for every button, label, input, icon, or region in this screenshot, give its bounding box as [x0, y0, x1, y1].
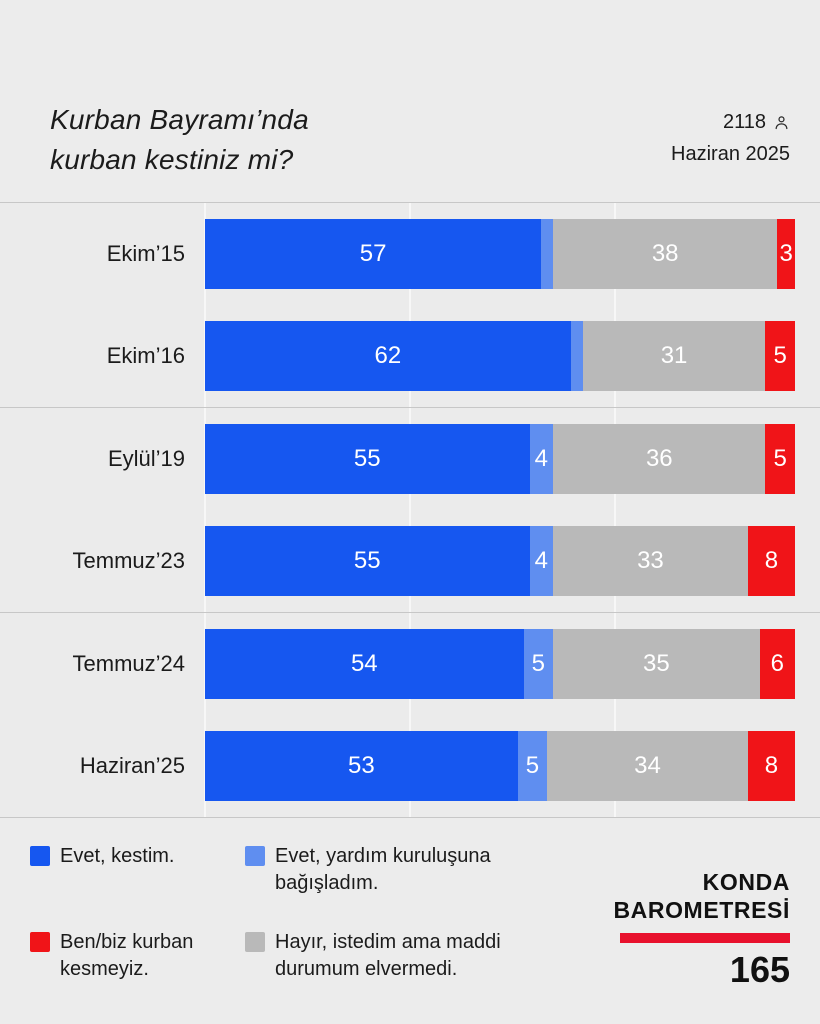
bar-segment: 36	[553, 424, 766, 494]
stacked-bar: 54 5 35 6	[205, 629, 795, 699]
bar-value-label: 4	[534, 445, 548, 472]
bar-segment: 5	[765, 321, 795, 391]
chart-row: Temmuz’24 54 5 35 6	[0, 613, 820, 715]
chart-row: Temmuz’23 55 4 33 8	[0, 510, 820, 612]
bar-value-label: 36	[645, 445, 673, 472]
bar-segment: 4	[529, 424, 554, 494]
stacked-bar: 55 4 33 8	[205, 526, 795, 596]
bar-value-label: 55	[353, 547, 381, 574]
legend-label: Ben/biz kurban kesmeyiz.	[60, 931, 194, 980]
legend-label: Evet, kestim.	[60, 845, 175, 867]
bar-value-label: 54	[350, 650, 378, 677]
vertical-gridline	[204, 203, 206, 817]
bar-value-label: 3	[779, 240, 793, 267]
legend-swatch	[30, 846, 50, 866]
legend: Evet, kestim. Evet, yardım kuruluşuna bağ…	[30, 843, 575, 983]
bar-segment: 6	[759, 629, 795, 699]
stacked-bar: 53 5 34 8	[205, 731, 795, 801]
chart-row: Haziran’25 53 5 34 8	[0, 715, 820, 817]
bar-value-label: 4	[534, 547, 548, 574]
stacked-bar: 55 4 36 5	[205, 424, 795, 494]
chart-row-group: Eylül’19 55 4 36 5 Temmuz’23 55 4 33 8	[0, 407, 820, 612]
legend-swatch	[30, 932, 50, 952]
bar-segment: 5	[523, 629, 554, 699]
stacked-bar-chart: Ekim’15 57 38 3 Ekim’16 62 31 5 Eylül’19 55 4 36 5 Te…	[0, 202, 820, 818]
bar-value-label: 62	[374, 342, 402, 369]
bar-value-label: 6	[770, 650, 784, 677]
bar-segment: 35	[553, 629, 760, 699]
vertical-gridline	[614, 203, 616, 817]
row-label: Ekim’16	[106, 343, 185, 368]
legend-label: Hayır, istedim ama maddi durumum elverme…	[275, 931, 501, 980]
bar-value-label: 5	[531, 650, 546, 677]
bar-segment: 31	[582, 321, 766, 391]
issue-number: 165	[729, 949, 790, 990]
bar-value-label: 57	[359, 240, 387, 267]
row-label: Eylül’19	[107, 446, 185, 471]
bar-segment: 53	[205, 731, 518, 801]
bar-segment: 62	[205, 321, 571, 391]
legend-item: Hayır, istedim ama maddi durumum elverme…	[245, 929, 575, 983]
bar-value-label: 8	[764, 752, 779, 779]
bar-value-label: 31	[660, 342, 688, 369]
legend-item: Evet, yardım kuruluşuna bağışladım.	[245, 843, 575, 897]
person-icon	[775, 115, 788, 129]
row-label: Haziran’25	[79, 753, 185, 778]
bar-value-label: 34	[634, 752, 661, 779]
bar-value-label: 33	[637, 547, 664, 574]
bar-value-label: 5	[525, 752, 540, 779]
legend-item: Ben/biz kurban kesmeyiz.	[30, 929, 245, 983]
legend-label: Evet, yardım kuruluşuna bağışladım.	[275, 845, 491, 894]
bar-value-label: 35	[642, 650, 670, 677]
bar-value-label: 38	[651, 240, 679, 267]
chart-title-line2: kurban kestiniz mi?	[50, 144, 294, 175]
survey-date: Haziran 2025	[671, 143, 790, 165]
bar-segment: 5	[517, 731, 548, 801]
stacked-bar: 57 38 3	[205, 219, 795, 289]
bar-segment: 34	[547, 731, 748, 801]
chart-row: Ekim’15 57 38 3	[0, 203, 820, 305]
legend-swatch	[245, 932, 265, 952]
bar-segment: 3	[777, 219, 795, 289]
bar-segment: 33	[553, 526, 748, 596]
konda-logo: KONDA BAROMETRESİ 165	[613, 868, 790, 990]
bar-segment	[570, 321, 583, 391]
bar-segment: 55	[205, 424, 530, 494]
vertical-gridline	[409, 203, 411, 817]
brand-red-bar	[620, 933, 790, 943]
row-label: Temmuz’23	[72, 548, 185, 573]
bar-value-label: 5	[773, 342, 787, 369]
chart-row-group: Ekim’15 57 38 3 Ekim’16 62 31 5	[0, 203, 820, 407]
legend-swatch	[245, 846, 265, 866]
bar-segment: 4	[529, 526, 554, 596]
row-label: Temmuz’24	[72, 651, 185, 676]
bar-segment: 57	[205, 219, 542, 289]
brand-subname: BAROMETRESİ	[613, 897, 790, 923]
bar-value-label: 8	[764, 547, 779, 574]
brand-name: KONDA	[702, 869, 790, 895]
chart-row-group: Temmuz’24 54 5 35 6 Haziran’25 53 5 34 8	[0, 612, 820, 817]
bar-segment: 38	[553, 219, 778, 289]
chart-row: Eylül’19 55 4 36 5	[0, 408, 820, 510]
legend-item: Evet, kestim.	[30, 843, 245, 897]
row-label: Ekim’15	[106, 241, 185, 266]
bar-segment: 54	[205, 629, 524, 699]
chart-title: Kurban Bayramı’nda kurban kestiniz mi?	[50, 100, 309, 180]
chart-row: Ekim’16 62 31 5	[0, 305, 820, 407]
bar-value-label: 53	[347, 752, 375, 779]
bar-segment: 8	[747, 731, 795, 801]
bar-segment: 8	[747, 526, 795, 596]
bar-segment: 5	[765, 424, 795, 494]
bar-segment: 55	[205, 526, 530, 596]
survey-meta: 2118 Haziran 2025	[671, 106, 790, 170]
bar-segment	[541, 219, 554, 289]
bar-value-label: 5	[773, 445, 787, 472]
chart-title-line1: Kurban Bayramı’nda	[50, 104, 309, 135]
sample-size: 2118	[722, 111, 766, 133]
sample-size-row: 2118	[671, 106, 790, 138]
bar-value-label: 55	[353, 445, 381, 472]
stacked-bar: 62 31 5	[205, 321, 795, 391]
